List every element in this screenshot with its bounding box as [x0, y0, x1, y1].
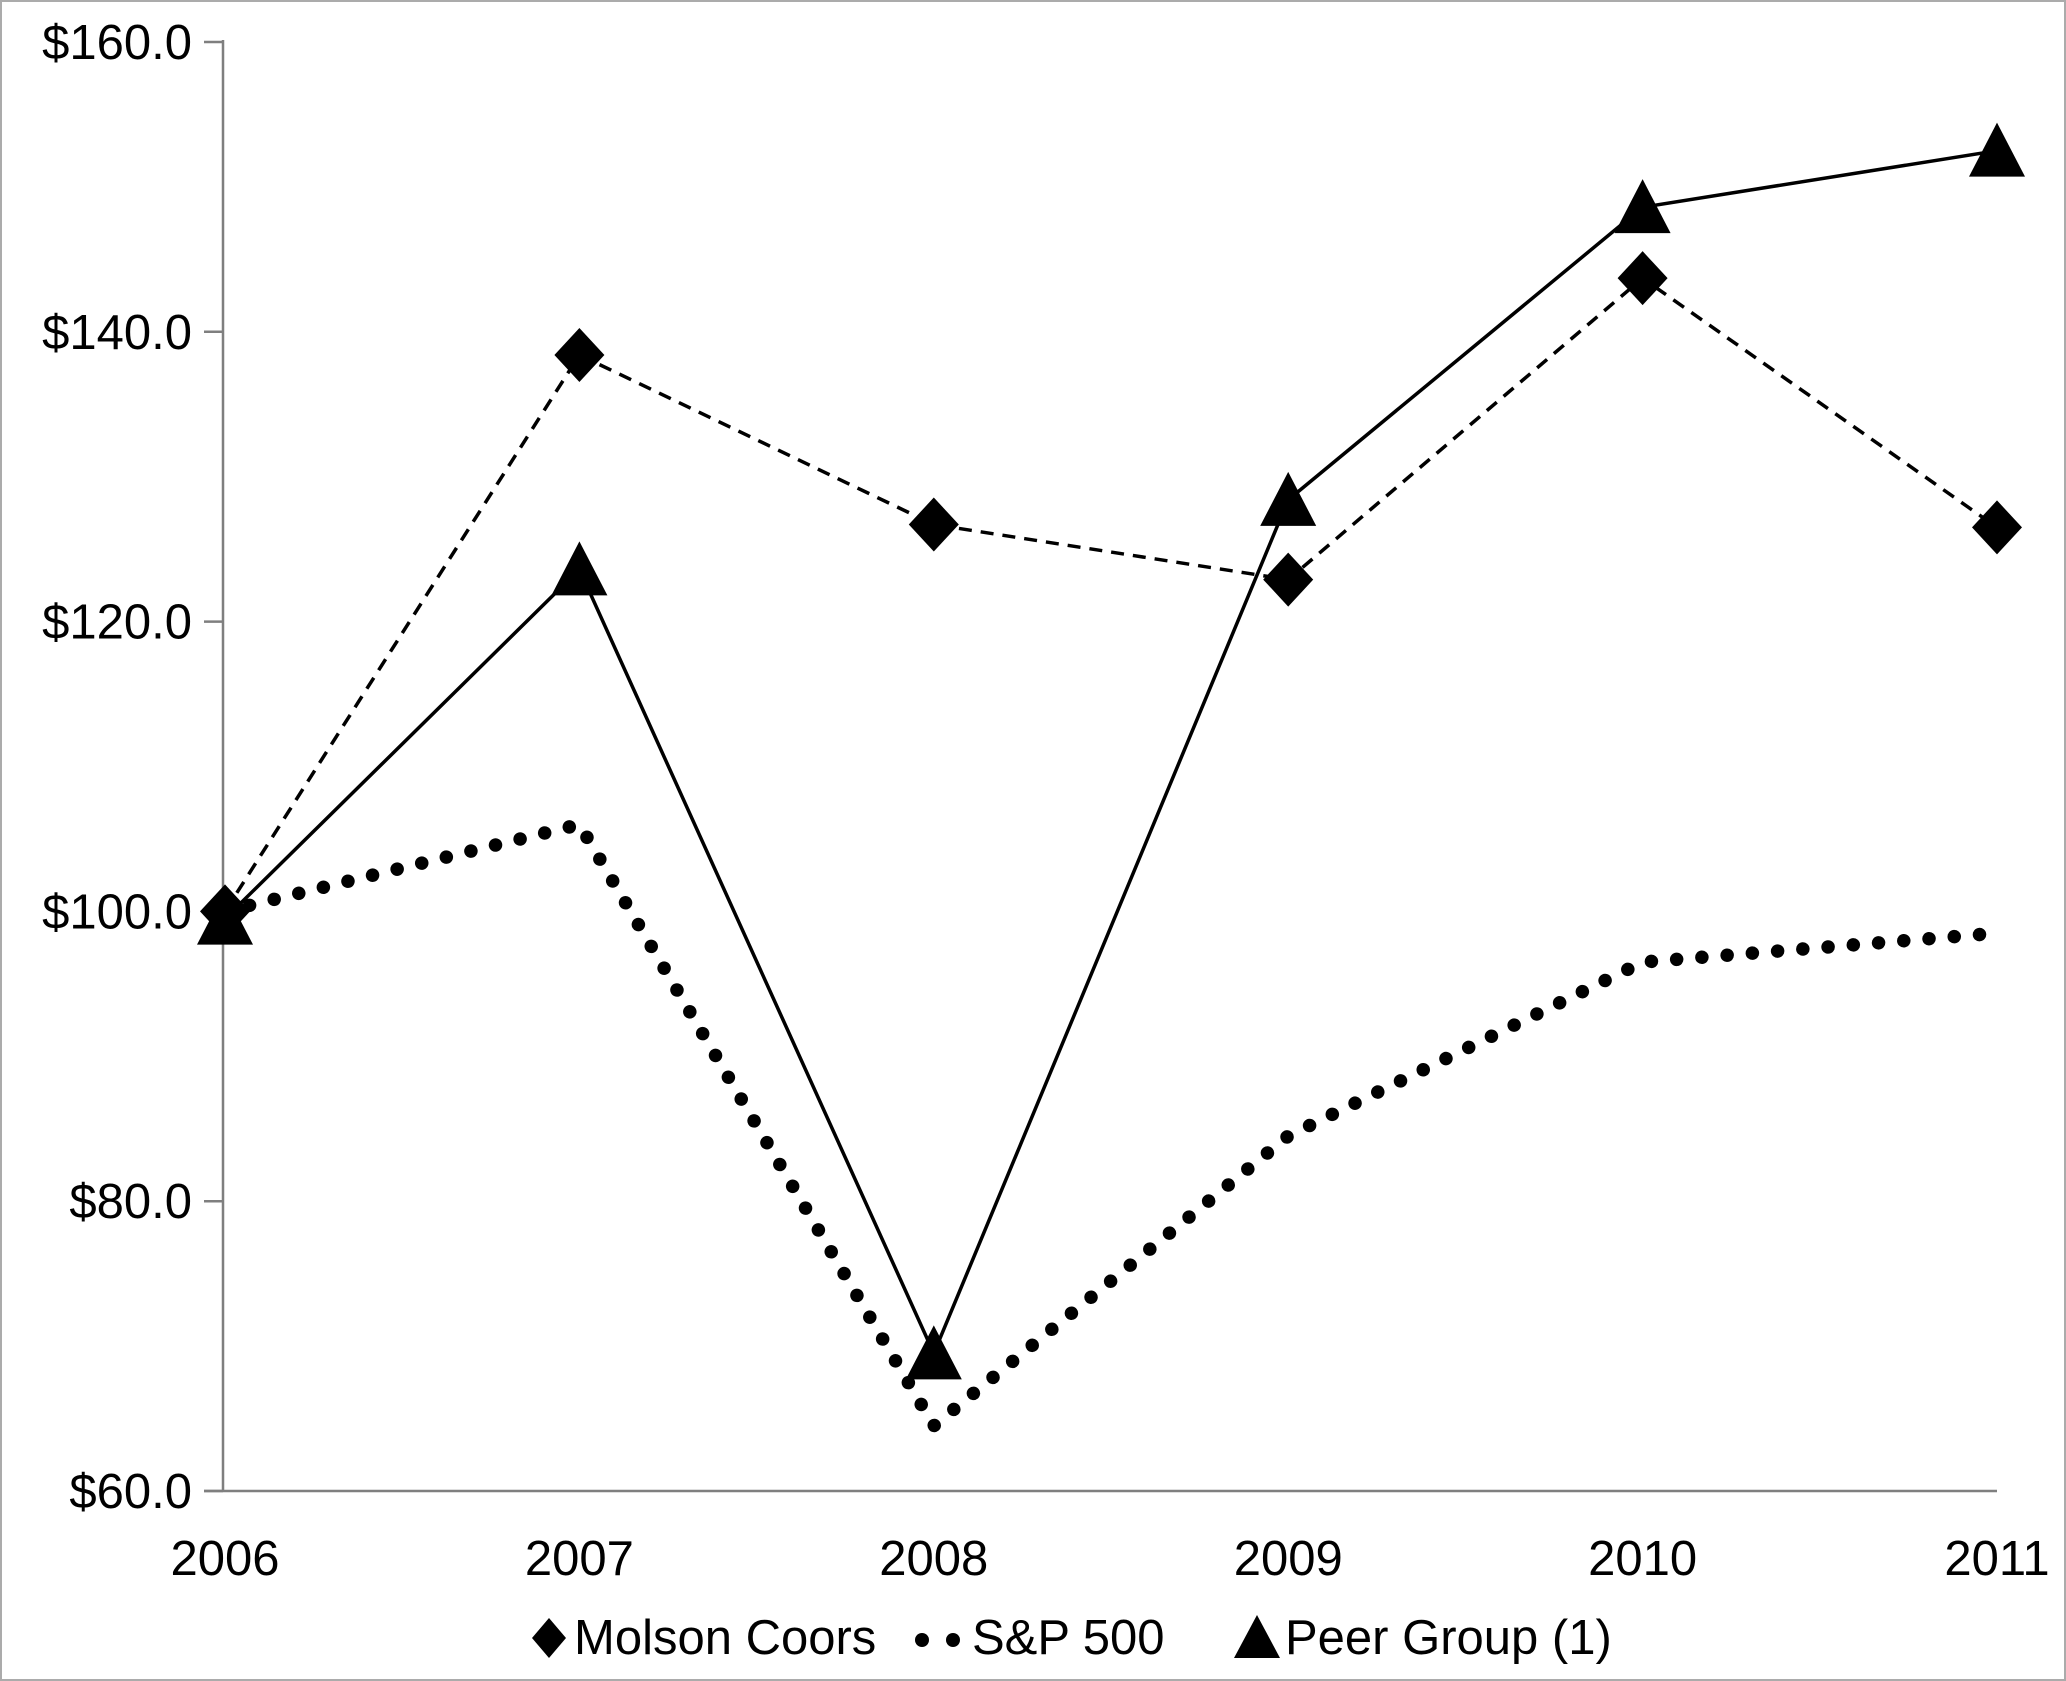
- x-tick-label: 2007: [525, 1532, 634, 1586]
- triangle-marker: [905, 1325, 962, 1380]
- diamond-marker: [1263, 552, 1314, 607]
- legend-diamond-icon: [532, 1618, 566, 1658]
- series-molson-coors-line: [223, 275, 1999, 913]
- y-tick-label: $120.0: [42, 596, 192, 650]
- legend: Molson Coors S&P 500 Peer Group (1): [532, 1611, 1612, 1665]
- diamond-marker: [1972, 500, 2022, 555]
- axes: $160.0 $140.0 $120.0 $100.0 $80.0 $60.0 2006 20…: [42, 16, 2050, 1586]
- x-tick-label: 2010: [1588, 1532, 1697, 1586]
- triangle-marker: [1969, 122, 2025, 177]
- triangle-marker: [551, 541, 608, 596]
- y-tick-label: $100.0: [42, 885, 192, 939]
- triangle-marker: [1614, 179, 1671, 234]
- diamond-marker: [554, 327, 605, 382]
- legend-label-sp-500: S&P 500: [972, 1611, 1165, 1665]
- series-molson-coors: [200, 251, 2022, 939]
- legend-item-sp-500: S&P 500: [915, 1611, 1165, 1665]
- y-tick-label: $80.0: [69, 1175, 192, 1229]
- x-tick-label: 2008: [879, 1532, 988, 1586]
- legend-dot-icon: [915, 1633, 929, 1647]
- y-tick-label: $60.0: [69, 1465, 192, 1519]
- legend-item-molson-coors: Molson Coors: [532, 1611, 876, 1665]
- y-tick-label: $140.0: [42, 306, 192, 360]
- series-peer-group-1: [197, 122, 2025, 1380]
- x-tick-label: 2009: [1234, 1532, 1343, 1586]
- legend-label-peer-group: Peer Group (1): [1285, 1611, 1612, 1665]
- x-tick-label: 2006: [170, 1532, 279, 1586]
- series-s-p-500-line: [218, 817, 2004, 1433]
- triangle-marker: [1260, 471, 1317, 526]
- series-s-p-500: [218, 817, 2004, 1433]
- legend-triangle-icon: [1234, 1615, 1280, 1658]
- series-peer-group-1-line: [223, 148, 1998, 1358]
- diamond-marker: [1617, 251, 1668, 306]
- diamond-marker: [908, 497, 959, 552]
- triangle-marker: [197, 890, 253, 945]
- legend-label-molson-coors: Molson Coors: [574, 1611, 876, 1665]
- x-tick-label: 2011: [1944, 1532, 2049, 1586]
- legend-dot-icon: [946, 1633, 960, 1647]
- y-tick-label: $160.0: [42, 16, 192, 70]
- legend-item-peer-group: Peer Group (1): [1234, 1611, 1612, 1665]
